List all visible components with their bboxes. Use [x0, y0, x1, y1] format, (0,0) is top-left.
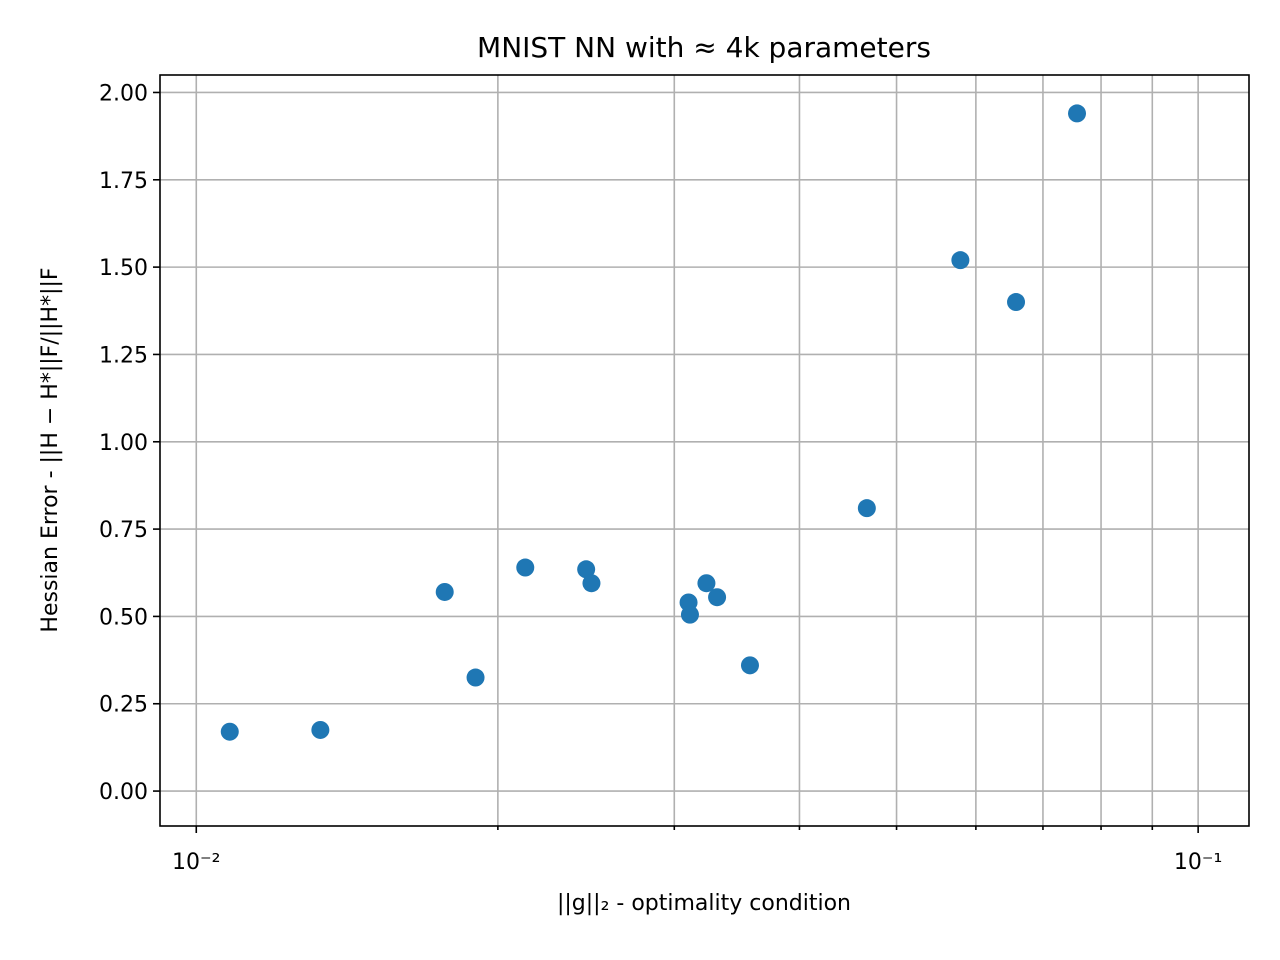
x-axis-label: ||g||₂ - optimality condition [557, 891, 851, 916]
y-tick-label: 1.00 [99, 431, 148, 456]
x-tick-label: 10⁻² [172, 850, 220, 875]
data-point [708, 588, 727, 607]
data-point [516, 558, 535, 577]
y-tick-label: 0.25 [99, 693, 148, 718]
y-tick-label: 1.25 [99, 343, 148, 368]
grid-lines [160, 75, 1249, 826]
data-point [857, 499, 876, 518]
y-tick-label: 0.00 [99, 780, 148, 805]
y-tick-label: 1.75 [99, 169, 148, 194]
y-tick-label: 2.00 [99, 81, 148, 106]
axis-ticks: 0.00 0.25 0.50 0.75 1.00 1.25 1.50 1.75 2.00 10⁻²… [99, 81, 1222, 875]
y-tick-label: 1.50 [99, 256, 148, 281]
plot-frame [159, 74, 1250, 827]
data-point [697, 574, 716, 593]
data-point [577, 560, 596, 579]
chart-title: MNIST NN with ≈ 4k parameters [477, 31, 931, 64]
data-point [435, 582, 454, 601]
data-point [1068, 104, 1087, 123]
data-point [220, 722, 239, 741]
y-tick-label: 0.50 [99, 605, 148, 630]
data-point [1007, 293, 1026, 312]
data-points [220, 104, 1087, 741]
data-point [466, 668, 485, 687]
data-point [951, 251, 970, 270]
x-tick-label: 10⁻¹ [1174, 850, 1222, 875]
data-point [582, 574, 601, 593]
y-axis-label: Hessian Error - ||H − H*||F/||H*||F [38, 267, 63, 632]
data-point [311, 720, 330, 739]
data-point [740, 656, 759, 675]
data-point [680, 605, 699, 624]
y-tick-label: 0.75 [99, 518, 148, 543]
